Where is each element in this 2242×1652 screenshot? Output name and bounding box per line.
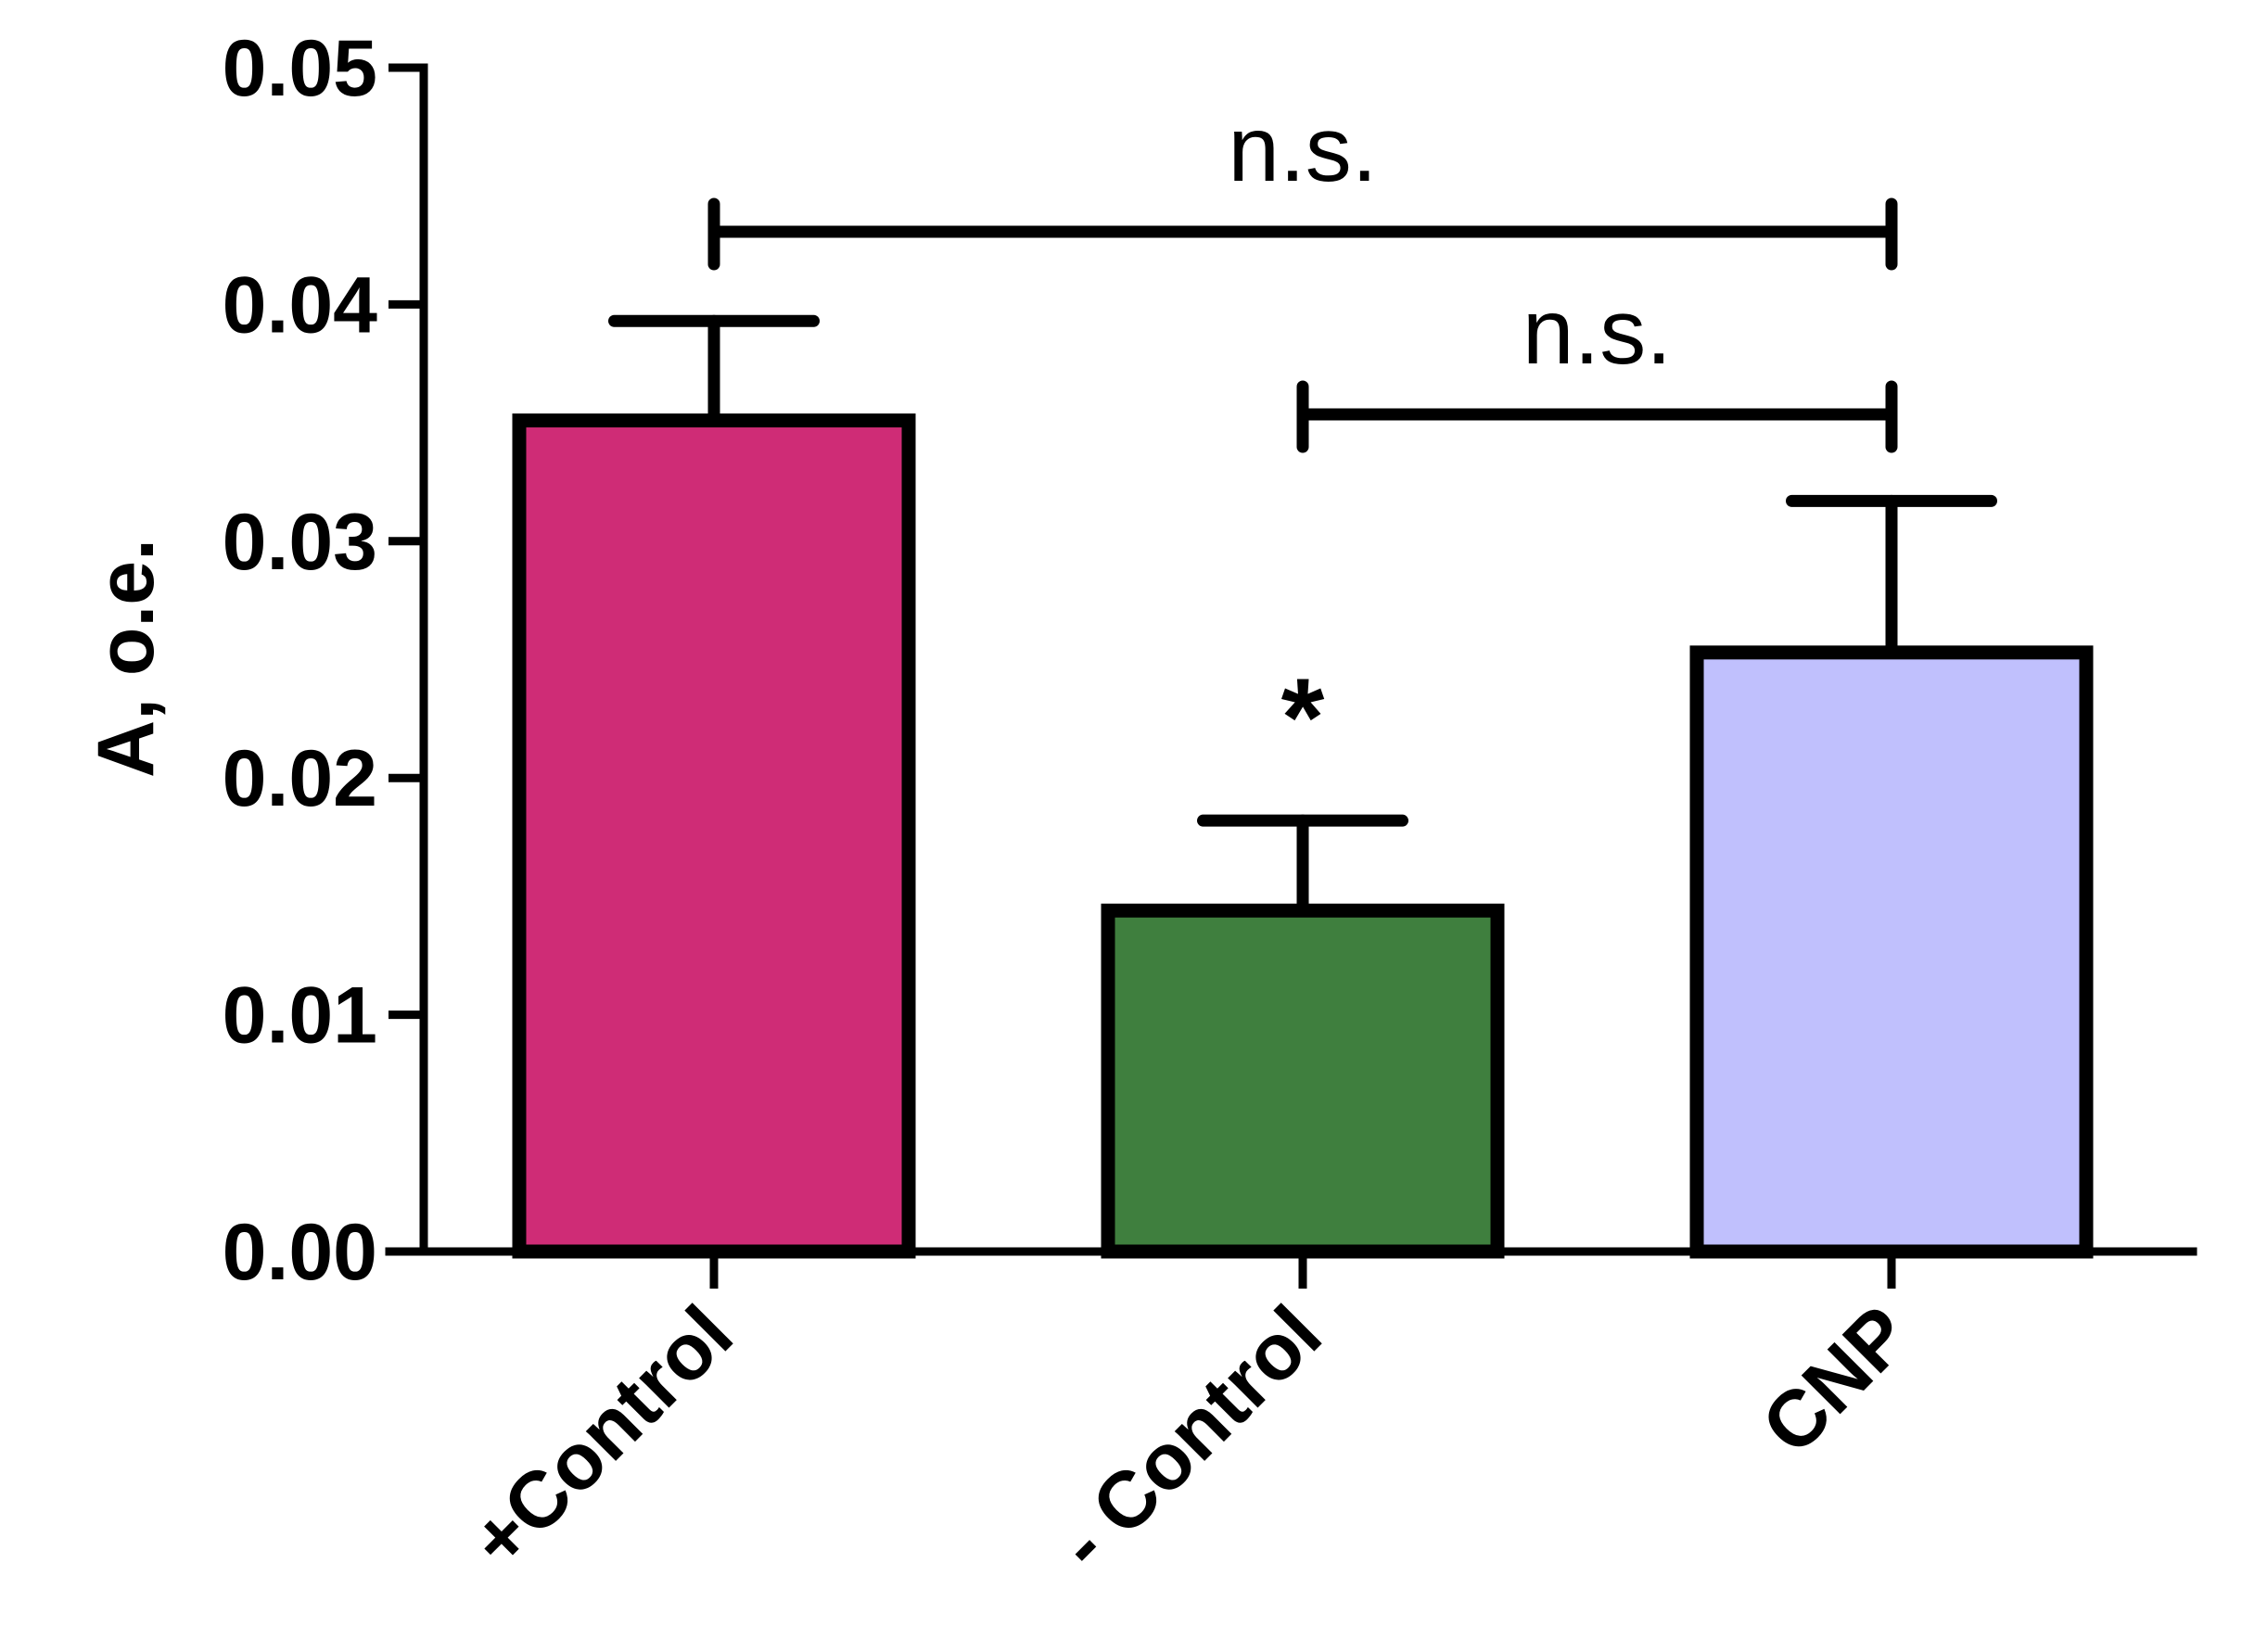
x-tick-label: +Control <box>453 1290 750 1586</box>
bars <box>512 413 2094 1259</box>
y-tick-label: 0.03 <box>223 498 377 587</box>
annotations: n.s. n.s. * <box>707 97 1898 780</box>
significance-label: n.s. <box>1228 97 1377 201</box>
bar-0 <box>512 413 916 1259</box>
y-tick-label: 0.05 <box>223 24 377 113</box>
significance-star: * <box>1281 655 1325 780</box>
bar-1 <box>1101 903 1505 1259</box>
y-tick-label: 0.00 <box>223 1208 377 1297</box>
significance-label: n.s. <box>1522 280 1672 384</box>
x-tick-label: - Control <box>1040 1290 1338 1587</box>
y-axis-title: A, o.e. <box>82 539 171 778</box>
x-tick-label: CNP <box>1745 1290 1927 1471</box>
y-tick-label: 0.04 <box>223 261 378 349</box>
y-tick-label: 0.01 <box>223 972 377 1061</box>
bar-2 <box>1689 645 2094 1259</box>
y-axis-ticks: 0.00 0.01 0.02 0.03 0.04 0.05 <box>223 24 424 1297</box>
error-bars <box>608 314 1997 917</box>
y-tick-label: 0.02 <box>223 734 377 823</box>
x-axis: +Control - Control CNP <box>453 1252 1927 1587</box>
